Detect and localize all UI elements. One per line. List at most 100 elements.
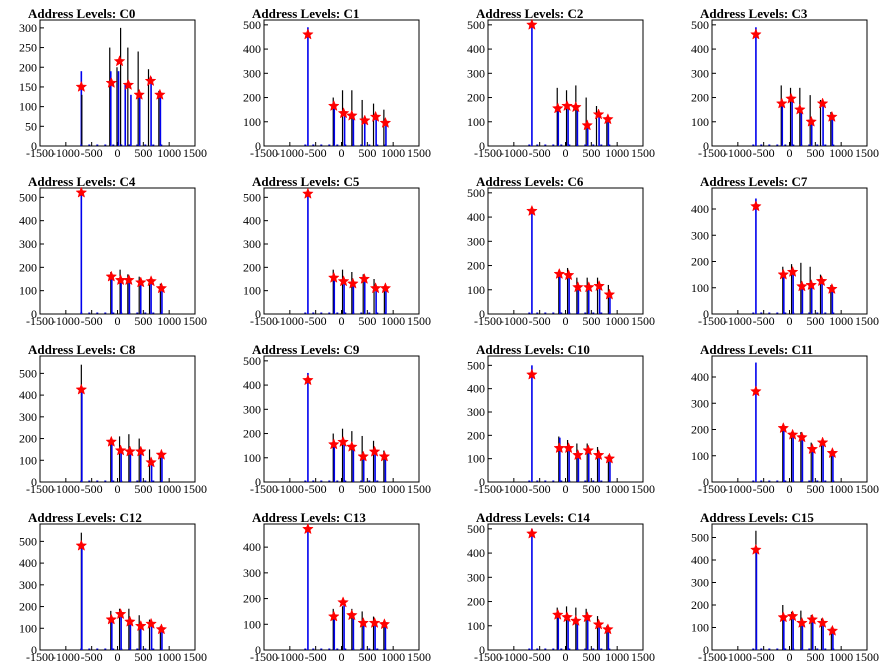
y-tick-label: 0: [479, 307, 485, 321]
x-tick-label: -1000: [52, 650, 80, 664]
peak-marker: [302, 28, 314, 40]
peak-marker: [806, 443, 819, 455]
x-tick-label: 1500: [407, 482, 431, 496]
peak-marker: [378, 618, 391, 630]
peak-marker: [105, 76, 118, 88]
y-tick-label: 100: [19, 453, 37, 467]
y-tick-label: 100: [19, 284, 37, 298]
x-tick-label: 500: [358, 146, 376, 160]
x-tick-label: -1500: [26, 482, 54, 496]
y-tick-label: 400: [691, 370, 709, 384]
peak-marker: [592, 618, 605, 630]
x-tick-label: -1000: [500, 482, 528, 496]
peak-marker: [75, 383, 88, 395]
y-tick-label: 200: [19, 60, 37, 74]
x-tick-label: -500: [529, 146, 551, 160]
peak-marker: [581, 119, 594, 131]
y-tick-label: 500: [467, 522, 485, 536]
y-tick-label: 0: [31, 475, 37, 489]
y-tick-label: 500: [19, 534, 37, 548]
x-tick-label: -500: [529, 482, 551, 496]
peak-marker: [75, 186, 88, 198]
x-tick-label: 1000: [381, 314, 405, 328]
peak-marker: [327, 99, 340, 112]
y-tick-label: 100: [691, 281, 709, 295]
peak-marker: [786, 610, 799, 622]
x-tick-label: -1500: [698, 146, 726, 160]
peak-marker: [379, 116, 392, 128]
x-tick-label: -500: [529, 650, 551, 664]
x-tick-label: -1000: [52, 146, 80, 160]
x-tick-label: -500: [81, 482, 103, 496]
y-tick-label: 100: [691, 115, 709, 129]
y-tick-label: 500: [467, 358, 485, 372]
x-tick-label: -1000: [500, 314, 528, 328]
y-tick-label: 0: [255, 475, 261, 489]
x-tick-label: 1000: [157, 146, 181, 160]
x-tick-label: 1500: [183, 146, 207, 160]
x-tick-label: 0: [339, 146, 345, 160]
peak-marker: [551, 608, 564, 620]
peak-marker: [133, 88, 146, 100]
peak-marker: [815, 275, 828, 287]
x-tick-label: -1000: [276, 146, 304, 160]
x-tick-label: 0: [563, 146, 569, 160]
peak-marker: [562, 269, 575, 281]
peak-marker: [302, 374, 314, 386]
x-tick-label: -1500: [474, 314, 502, 328]
y-tick-label: 300: [467, 570, 485, 584]
x-tick-label: 1500: [631, 146, 655, 160]
peak-marker: [601, 623, 614, 635]
chart-title: Address Levels: C7: [700, 174, 808, 189]
x-tick-label: 0: [787, 314, 793, 328]
y-tick-label: 100: [243, 284, 261, 298]
x-tick-label: 1500: [855, 146, 879, 160]
x-tick-label: 1000: [605, 314, 629, 328]
chart-title: Address Levels: C1: [252, 6, 359, 21]
peak-marker: [105, 435, 118, 447]
peak-marker: [105, 270, 118, 282]
peak-marker: [134, 445, 147, 457]
x-tick-label: 500: [134, 482, 152, 496]
x-tick-label: -1500: [474, 146, 502, 160]
y-tick-label: 0: [255, 643, 261, 657]
peak-marker: [124, 445, 136, 457]
chart-panel-8: Address Levels: C80100200300400500-1500-…: [19, 342, 207, 496]
peak-marker: [826, 446, 839, 459]
peak-marker: [134, 276, 147, 288]
plot-frame: [711, 523, 868, 651]
x-tick-label: 500: [358, 314, 376, 328]
x-tick-label: -1500: [474, 482, 502, 496]
y-tick-label: 300: [243, 237, 261, 251]
x-tick-label: -1500: [474, 650, 502, 664]
y-tick-label: 500: [691, 18, 709, 32]
y-tick-label: 300: [467, 66, 485, 80]
peak-marker: [572, 449, 584, 461]
x-tick-label: -500: [81, 146, 103, 160]
chart-title: Address Levels: C12: [28, 510, 142, 525]
y-tick-label: 200: [19, 432, 37, 446]
peak-marker: [124, 615, 136, 627]
y-tick-label: 200: [19, 260, 37, 274]
peak-marker: [603, 452, 616, 464]
x-tick-label: 1500: [631, 650, 655, 664]
x-tick-label: -1000: [52, 314, 80, 328]
chart-title: Address Levels: C4: [28, 174, 136, 189]
chart-title: Address Levels: C5: [252, 174, 360, 189]
y-tick-label: 400: [19, 214, 37, 228]
y-tick-label: 100: [467, 283, 485, 297]
y-tick-label: 0: [703, 643, 709, 657]
x-tick-label: 0: [787, 650, 793, 664]
peak-marker: [122, 78, 135, 90]
x-tick-label: 500: [806, 146, 824, 160]
y-tick-label: 400: [467, 546, 485, 560]
chart-panel-13: Address Levels: C13 0 100 200 300 400 -1500-10…: [243, 510, 431, 664]
peak-marker: [592, 449, 605, 461]
x-tick-label: -1000: [276, 650, 304, 664]
x-tick-label: 0: [115, 146, 121, 160]
peak-marker: [592, 108, 605, 120]
x-tick-label: -1000: [500, 650, 528, 664]
plot-frame: [263, 19, 420, 147]
x-tick-label: -500: [305, 146, 327, 160]
chart-panel-4: Address Levels: C40100200300400500-1500-…: [19, 174, 207, 328]
